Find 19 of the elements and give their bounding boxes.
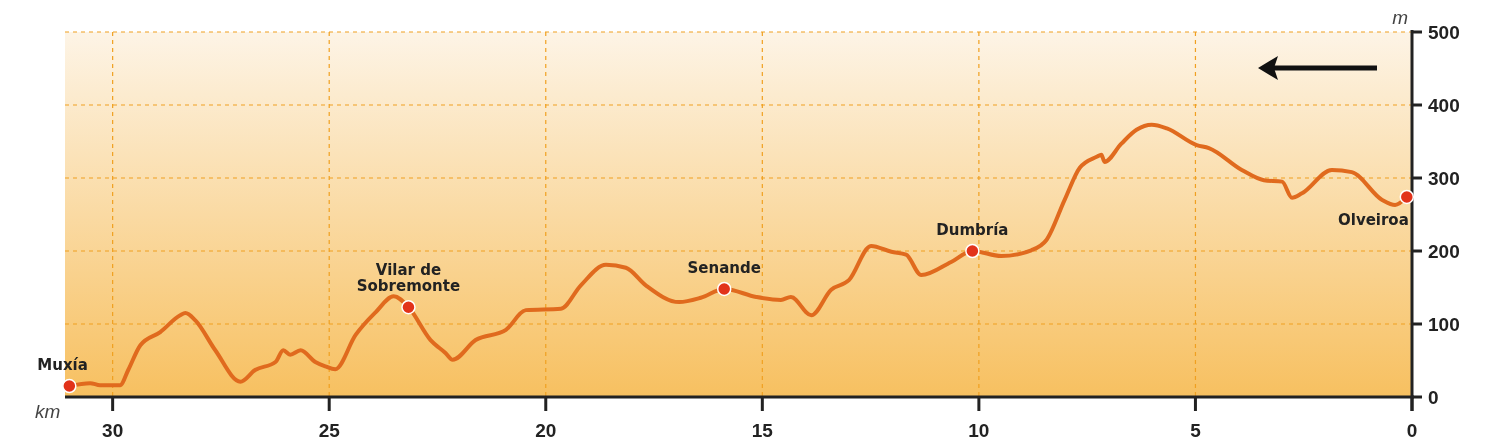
- x-axis-title: km: [35, 401, 61, 422]
- annotation: Dumbría: [936, 221, 1009, 239]
- y-tick-label: 300: [1428, 168, 1460, 189]
- y-tick-label: 400: [1428, 95, 1460, 116]
- x-tick-label: 0: [1406, 420, 1418, 441]
- annotation: Senande: [687, 258, 761, 277]
- x-tick-label: 25: [318, 420, 341, 441]
- y-tick-label: 500: [1428, 22, 1460, 43]
- y-axis-title: m: [1392, 7, 1408, 28]
- x-tick-label: 15: [751, 420, 774, 441]
- y-tick-label: 200: [1428, 241, 1460, 262]
- x-tick-label: 20: [535, 420, 557, 441]
- y-tick-label: 0: [1428, 387, 1439, 408]
- annotation: Olveiroa: [1337, 210, 1409, 229]
- x-tick-label: 30: [102, 420, 124, 441]
- x-tick-label: 5: [1190, 420, 1202, 441]
- y-tick-label: 100: [1428, 314, 1460, 335]
- annotation: Vilar de Sobremonte: [356, 261, 461, 296]
- x-tick-label: 10: [968, 420, 990, 441]
